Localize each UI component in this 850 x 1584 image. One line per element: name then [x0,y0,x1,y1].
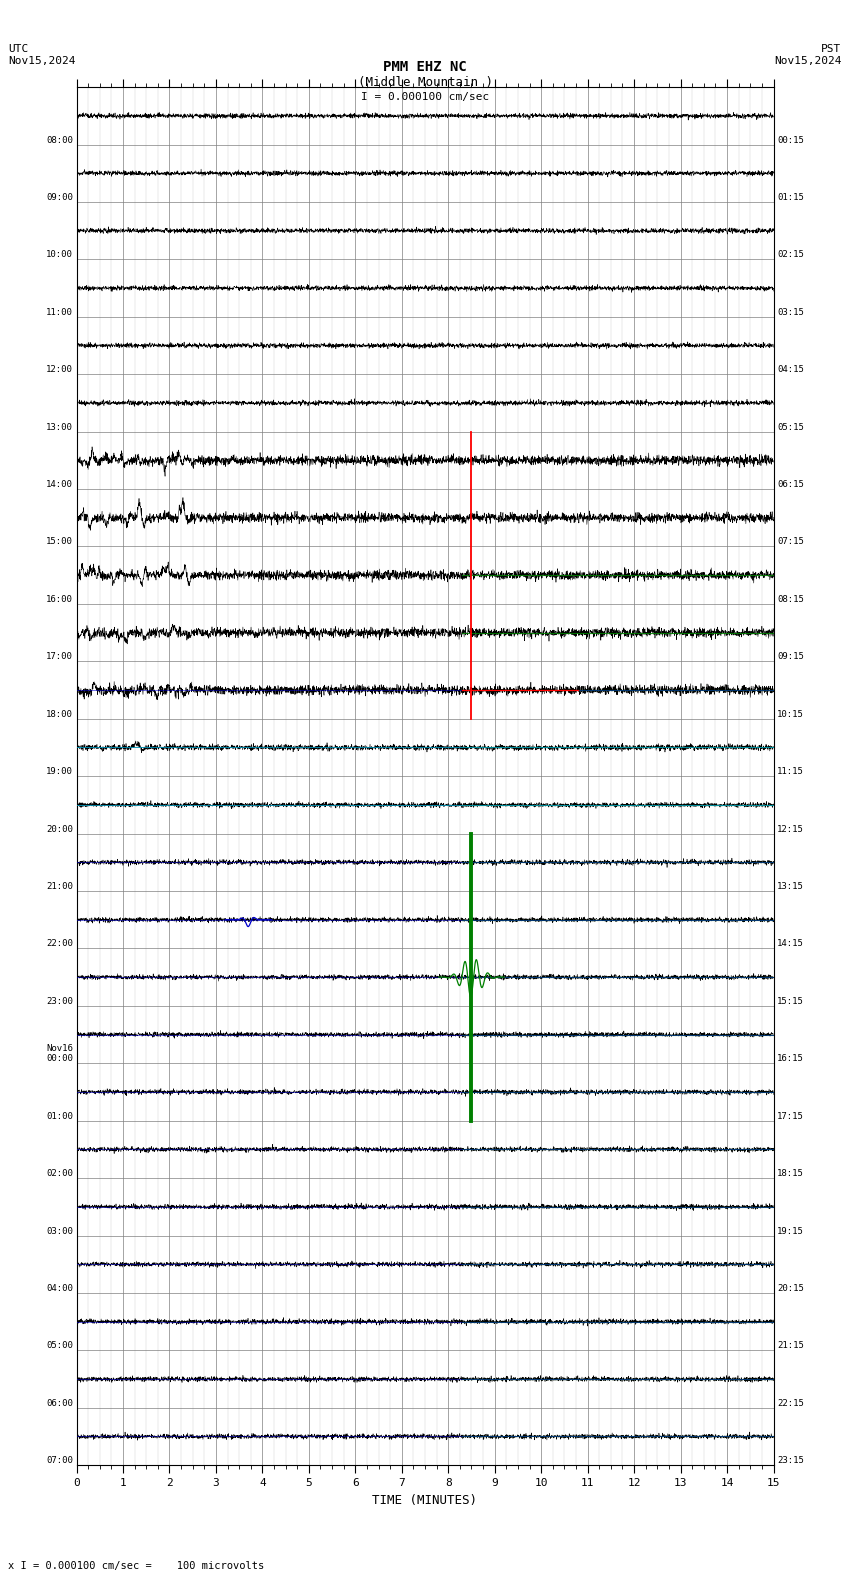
Text: 15:00: 15:00 [46,537,73,546]
Text: 16:15: 16:15 [777,1055,804,1063]
Text: 02:00: 02:00 [46,1169,73,1178]
Text: 20:15: 20:15 [777,1285,804,1293]
Text: 06:15: 06:15 [777,480,804,489]
Text: 07:15: 07:15 [777,537,804,546]
Text: 08:15: 08:15 [777,596,804,604]
Text: 02:15: 02:15 [777,250,804,260]
Text: PMM EHZ NC: PMM EHZ NC [383,60,467,74]
Text: 17:15: 17:15 [777,1112,804,1121]
Text: 19:00: 19:00 [46,767,73,776]
Text: 15:15: 15:15 [777,996,804,1006]
Text: 04:15: 04:15 [777,366,804,374]
X-axis label: TIME (MINUTES): TIME (MINUTES) [372,1494,478,1506]
Text: 16:00: 16:00 [46,596,73,604]
Text: 09:00: 09:00 [46,193,73,203]
Text: 06:00: 06:00 [46,1399,73,1408]
Text: 21:00: 21:00 [46,882,73,890]
Text: 01:00: 01:00 [46,1112,73,1121]
Text: x I = 0.000100 cm/sec =    100 microvolts: x I = 0.000100 cm/sec = 100 microvolts [8,1562,264,1571]
Text: 14:00: 14:00 [46,480,73,489]
Text: 13:00: 13:00 [46,423,73,431]
Text: 03:15: 03:15 [777,307,804,317]
Text: 05:15: 05:15 [777,423,804,431]
Text: UTC
Nov15,2024: UTC Nov15,2024 [8,44,76,67]
Text: 12:00: 12:00 [46,366,73,374]
Text: 08:00: 08:00 [46,136,73,144]
Text: 09:15: 09:15 [777,653,804,662]
Text: 14:15: 14:15 [777,939,804,949]
Text: 18:00: 18:00 [46,710,73,719]
Text: I = 0.000100 cm/sec: I = 0.000100 cm/sec [361,92,489,101]
Text: 20:00: 20:00 [46,825,73,833]
Text: 22:15: 22:15 [777,1399,804,1408]
Text: 10:00: 10:00 [46,250,73,260]
Text: 10:15: 10:15 [777,710,804,719]
Text: 03:00: 03:00 [46,1226,73,1236]
Text: 04:00: 04:00 [46,1285,73,1293]
Text: 01:15: 01:15 [777,193,804,203]
Text: 12:15: 12:15 [777,825,804,833]
Text: 19:15: 19:15 [777,1226,804,1236]
Text: 11:15: 11:15 [777,767,804,776]
Text: 17:00: 17:00 [46,653,73,662]
Text: 23:15: 23:15 [777,1456,804,1465]
Text: 21:15: 21:15 [777,1342,804,1350]
Text: 07:00: 07:00 [46,1456,73,1465]
Text: 00:15: 00:15 [777,136,804,144]
Text: 13:15: 13:15 [777,882,804,890]
Text: 05:00: 05:00 [46,1342,73,1350]
Text: PST
Nov15,2024: PST Nov15,2024 [774,44,842,67]
Text: Nov16
00:00: Nov16 00:00 [46,1044,73,1063]
Text: (Middle Mountain ): (Middle Mountain ) [358,76,492,89]
Text: 18:15: 18:15 [777,1169,804,1178]
Text: 22:00: 22:00 [46,939,73,949]
Text: 11:00: 11:00 [46,307,73,317]
Text: 23:00: 23:00 [46,996,73,1006]
